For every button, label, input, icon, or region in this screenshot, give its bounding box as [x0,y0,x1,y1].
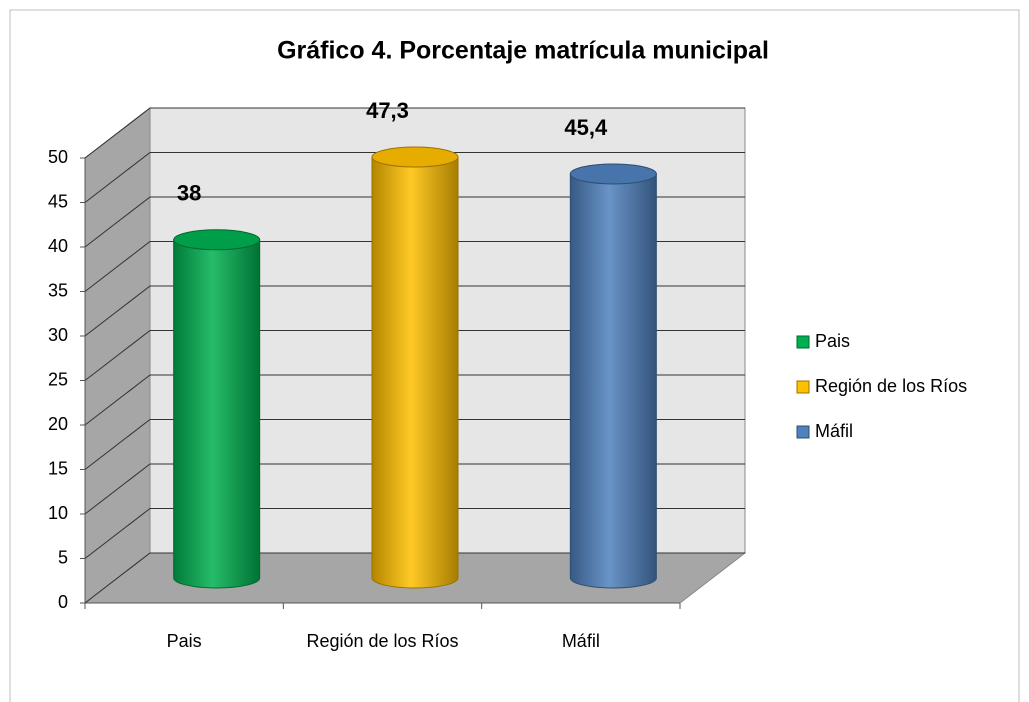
y-tick-label: 50 [48,147,68,167]
legend-label: Máfil [815,421,853,441]
x-tick-label: Pais [166,631,202,651]
legend-swatch [796,335,810,349]
y-tick-label: 5 [58,547,68,567]
legend-swatch [796,425,810,439]
bar [371,156,459,589]
bar-top [569,163,657,185]
y-tick-label: 35 [48,280,68,300]
x-tick-label: Región de los Ríos [306,631,459,651]
y-tick-label: 25 [48,369,68,389]
grid-line [84,107,745,159]
grid-line [84,285,745,337]
bar-top [173,229,261,251]
data-label: 45,4 [564,115,608,140]
grid-line [84,463,745,515]
x-tick-label: Máfil [561,631,600,651]
bar [173,239,261,589]
grid-line [84,508,745,559]
grid-line [84,241,745,292]
bar [569,173,657,589]
y-tick-label: 20 [48,414,68,434]
data-label: 47,3 [366,98,409,123]
chart-title: Gráfico 4. Porcentaje matrícula municipa… [277,37,769,65]
y-tick-label: 0 [58,592,68,612]
grid-line [84,152,745,203]
grid-line [84,552,745,604]
legend-swatch [796,380,810,394]
data-label: 38 [177,181,201,206]
bar-top [371,146,459,168]
legend-label: Región de los Ríos [815,376,967,396]
y-tick-label: 30 [48,325,68,345]
legend-label: Pais [815,331,850,351]
y-tick-label: 15 [48,458,68,478]
y-tick-label: 10 [48,503,68,523]
grid-line [84,330,745,381]
y-tick-label: 45 [48,191,68,211]
grid-line [84,419,745,470]
grid-line [84,196,745,248]
grid-line [84,374,745,426]
y-tick-label: 40 [48,236,68,256]
